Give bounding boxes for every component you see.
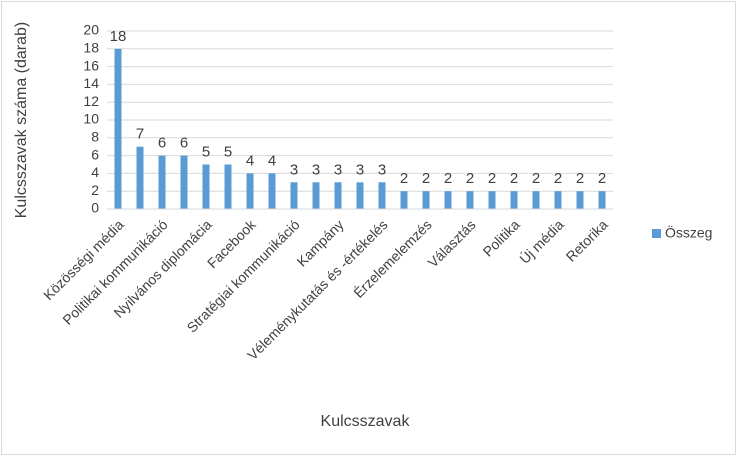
data-label: 3	[356, 161, 364, 178]
data-label: 2	[400, 170, 408, 187]
data-label: 7	[136, 126, 144, 143]
bar	[290, 182, 298, 209]
bar	[466, 191, 474, 209]
data-label: 6	[180, 135, 188, 152]
legend-swatch	[652, 229, 661, 238]
bar	[510, 191, 518, 209]
data-label: 2	[554, 170, 562, 187]
bar	[422, 191, 430, 209]
y-tick-label: 8	[91, 129, 99, 145]
bar	[246, 173, 254, 209]
data-label: 3	[312, 161, 320, 178]
data-label: 4	[246, 152, 254, 169]
y-tick-label: 10	[83, 111, 99, 127]
y-tick-label: 12	[83, 93, 99, 109]
bar	[114, 48, 122, 209]
data-label: 6	[158, 135, 166, 152]
y-tick-label: 2	[91, 182, 99, 198]
y-tick-label: 20	[83, 22, 99, 38]
y-tick-label: 16	[83, 57, 99, 73]
data-label: 5	[202, 143, 210, 160]
y-tick-label: 18	[83, 40, 99, 56]
bar	[444, 191, 452, 209]
bar	[334, 182, 342, 209]
y-tick-label: 14	[83, 75, 99, 91]
data-label: 2	[422, 170, 430, 187]
bar	[554, 191, 562, 209]
bar	[136, 146, 144, 209]
data-label: 3	[290, 161, 298, 178]
data-label: 2	[488, 170, 496, 187]
data-label: 4	[268, 152, 276, 169]
bar	[180, 155, 188, 209]
data-label: 5	[224, 143, 232, 160]
data-label: 2	[576, 170, 584, 187]
y-tick-label: 6	[91, 146, 99, 162]
data-label: 2	[444, 170, 452, 187]
bar	[268, 173, 276, 209]
y-tick-label: 4	[91, 164, 99, 180]
data-label: 2	[466, 170, 474, 187]
data-label: 2	[510, 170, 518, 187]
data-label: 3	[334, 161, 342, 178]
bar	[224, 164, 232, 209]
bar	[488, 191, 496, 209]
bar	[158, 155, 166, 209]
bar	[532, 191, 540, 209]
data-label: 18	[110, 28, 127, 45]
y-axis-title: Kulcsszavak száma (darab)	[13, 22, 30, 219]
bar	[312, 182, 320, 209]
bar	[202, 164, 210, 209]
data-label: 2	[532, 170, 540, 187]
legend-label: Összeg	[665, 224, 712, 241]
bar	[576, 191, 584, 209]
x-axis-title: Kulcsszavak	[321, 413, 411, 430]
bar	[356, 182, 364, 209]
bar	[378, 182, 386, 209]
data-label: 2	[598, 170, 606, 187]
data-label: 3	[378, 161, 386, 178]
bar	[400, 191, 408, 209]
bar	[598, 191, 606, 209]
y-tick-label: 0	[91, 200, 99, 216]
